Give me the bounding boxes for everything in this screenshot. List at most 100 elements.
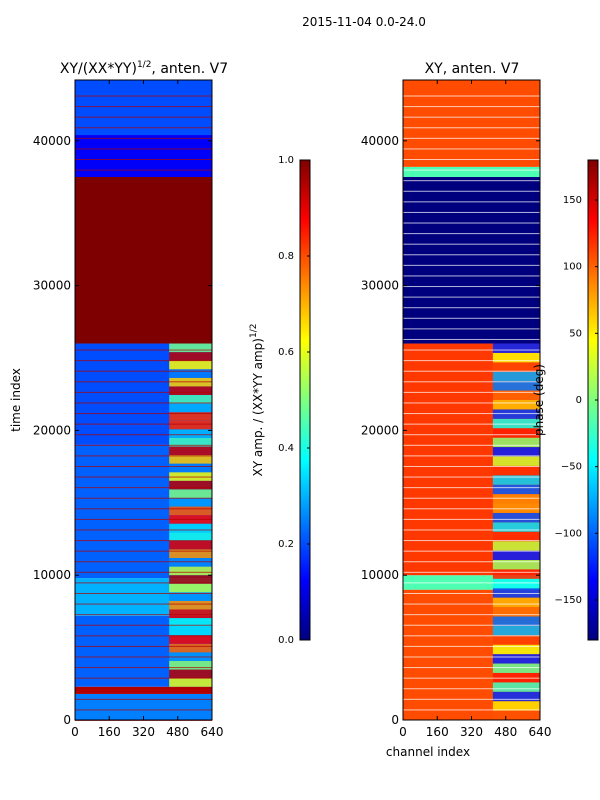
x-tick-label: 320 <box>132 725 155 739</box>
time-streak <box>75 603 212 605</box>
time-band <box>75 177 212 344</box>
figure-title: 2015-11-04 0.0-24.0 <box>302 15 426 29</box>
channel-band-cell <box>492 607 540 617</box>
time-streak <box>75 391 212 393</box>
channel-band-cell <box>169 600 212 610</box>
y-tick-label: 30000 <box>33 279 71 293</box>
time-streak <box>403 709 540 711</box>
time-streak <box>75 106 212 108</box>
time-streak <box>403 307 540 309</box>
y-tick-label: 40000 <box>33 134 71 148</box>
channel-band-cell <box>492 456 540 466</box>
time-streak <box>75 698 212 700</box>
channel-band-cell <box>169 369 212 378</box>
x-tick-label: 480 <box>166 725 189 739</box>
phase-axes: 0 160 320 480 640 0 10000 20000 30000 40000 <box>361 80 551 739</box>
channel-band-cell <box>492 494 540 504</box>
time-streak <box>75 413 212 415</box>
channel-band-cell <box>492 560 540 570</box>
time-streak <box>403 614 540 616</box>
channel-band-cell <box>169 669 212 679</box>
channel-band-cell <box>492 672 540 683</box>
y-tick-label: 40000 <box>361 134 399 148</box>
time-streak <box>403 264 540 266</box>
time-streak <box>403 465 540 467</box>
channel-band-cell <box>169 420 212 430</box>
time-streak <box>403 444 540 446</box>
channel-band-cell <box>492 663 540 673</box>
time-streak <box>403 116 540 118</box>
time-streak <box>75 116 212 118</box>
channel-band-cell <box>492 588 540 598</box>
channel-band-cell <box>169 575 212 584</box>
channel-band-cell <box>169 660 212 670</box>
time-streak <box>75 550 212 552</box>
time-streak <box>75 148 212 150</box>
time-streak <box>403 434 540 436</box>
time-streak <box>75 645 212 647</box>
time-streak <box>75 561 212 563</box>
phase-colorbar: −150 −100 −50 0 50 100 150 phase (deg) <box>532 159 599 641</box>
time-streak <box>403 391 540 393</box>
channel-band-cell <box>492 701 540 711</box>
channel-band-cell <box>169 506 212 516</box>
time-band <box>403 80 540 167</box>
y-tick-label: 20000 <box>33 423 71 437</box>
time-streak <box>403 360 540 362</box>
channel-band-cell <box>492 343 540 353</box>
colorbar-tick-label: 0.4 <box>278 443 294 454</box>
time-streak <box>403 338 540 340</box>
colorbar-tick-label: −150 <box>555 595 582 606</box>
time-streak <box>403 211 540 213</box>
channel-band-cell <box>492 409 540 419</box>
channel-band-cell <box>169 386 212 396</box>
channel-band-cell <box>492 654 540 664</box>
channel-band-cell <box>492 475 540 485</box>
time-streak <box>75 476 212 478</box>
time-streak <box>403 413 540 415</box>
colorbar-tick-label: 0.0 <box>278 635 294 646</box>
channel-band-cell <box>169 558 212 567</box>
time-streak <box>75 497 212 499</box>
channel-band-cell <box>492 400 540 410</box>
time-streak <box>75 582 212 584</box>
time-streak <box>403 550 540 552</box>
time-streak <box>75 677 212 679</box>
phase-panel: XY, anten. V7 0 160 320 480 640 0 10000 20000 30… <box>361 61 552 759</box>
time-streak <box>403 540 540 542</box>
channel-band-cell <box>169 429 212 438</box>
colorbar-tick-label: 0.6 <box>278 347 294 358</box>
time-streak <box>75 159 212 161</box>
channel-band-cell <box>492 428 540 438</box>
time-streak <box>403 190 540 192</box>
channel-band-cell <box>492 503 540 513</box>
time-streak <box>403 656 540 658</box>
y-tick-label: 10000 <box>361 568 399 582</box>
time-streak <box>403 571 540 573</box>
x-tick-label: 0 <box>399 725 407 739</box>
channel-band-cell <box>169 437 212 447</box>
colorbar-tick-label: 0.8 <box>278 251 294 262</box>
time-streak <box>403 95 540 97</box>
channel-band-cell <box>492 531 540 542</box>
time-streak <box>403 201 540 203</box>
amplitude-ylabel: time index <box>9 368 23 432</box>
time-streak <box>403 233 540 235</box>
time-band <box>403 166 540 178</box>
phase-panel-title: XY, anten. V7 <box>425 61 520 77</box>
channel-band-cell <box>169 635 212 644</box>
channel-band-cell <box>169 592 212 601</box>
time-streak <box>75 635 212 637</box>
time-streak <box>75 592 212 594</box>
time-streak <box>403 148 540 150</box>
time-streak <box>403 381 540 383</box>
time-streak <box>403 677 540 679</box>
amplitude-colorbar-ticks: 0.0 0.2 0.4 0.6 0.8 1.0 <box>278 155 310 646</box>
amplitude-colorbar: 0.0 0.2 0.4 0.6 0.8 1.0 XY amp. / (XX*YY amp)… <box>249 155 311 646</box>
channel-band-cell <box>492 691 540 702</box>
time-streak <box>403 275 540 277</box>
x-tick-label: 0 <box>71 725 79 739</box>
time-streak <box>403 222 540 224</box>
channel-band-cell <box>169 403 212 413</box>
channel-band-cell <box>169 626 212 636</box>
